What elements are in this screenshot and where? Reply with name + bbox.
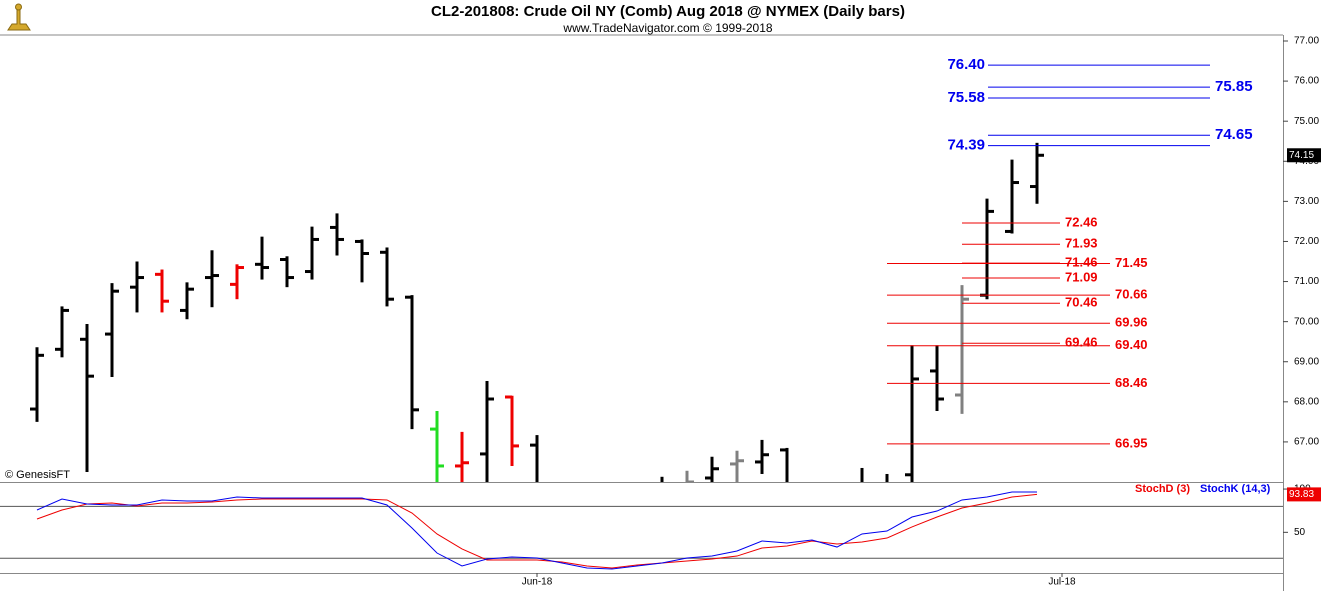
last-value-label: 93.83: [1289, 489, 1314, 500]
level-label: 75.85: [1215, 78, 1253, 95]
x-tick-label: Jun-18: [522, 577, 553, 588]
y-tick-label: 69.00: [1294, 356, 1319, 367]
level-label: 70.46: [1065, 295, 1098, 310]
y-tick-label: 77.00: [1294, 36, 1319, 47]
stoch-line: [36, 493, 1038, 569]
last-price-label: 74.15: [1289, 150, 1314, 161]
level-label: 70.66: [1115, 287, 1148, 302]
level-label: 71.45: [1115, 255, 1148, 270]
legend-entry: StochD (3): [1135, 483, 1190, 495]
level-label: 69.96: [1115, 315, 1148, 330]
chart-subtitle: www.TradeNavigator.com © 1999-2018: [562, 21, 772, 35]
last-price-box: [1287, 148, 1321, 163]
level-label: 69.40: [1115, 337, 1148, 352]
level-label: 74.39: [947, 137, 985, 154]
y-tick-label: 73.00: [1294, 196, 1319, 207]
last-value-box: [1287, 487, 1321, 502]
y-tick-label: 72.00: [1294, 236, 1319, 247]
level-label: 69.46: [1065, 335, 1098, 350]
level-label: 74.65: [1215, 126, 1253, 143]
y-tick-label: 75.00: [1294, 116, 1319, 127]
y-tick-label: 67.00: [1294, 437, 1319, 448]
axes: 67.0068.0069.0070.0071.0072.0073.0074.00…: [522, 36, 1321, 588]
watermark: © GenesisFT: [5, 469, 70, 481]
y-tick-label: 68.00: [1294, 396, 1319, 407]
x-tick-label: Jul-18: [1048, 577, 1076, 588]
y-tick-label: 76.00: [1294, 76, 1319, 87]
level-label: 71.46: [1065, 255, 1098, 270]
level-label: 66.95: [1115, 435, 1148, 450]
level-label: 68.46: [1115, 375, 1148, 390]
y-tick-label: 71.00: [1294, 276, 1319, 287]
y-tick-label: 50: [1294, 527, 1306, 538]
level-label: 71.93: [1065, 236, 1098, 251]
y-tick-label: 70.00: [1294, 316, 1319, 327]
level-label: 72.46: [1065, 214, 1098, 229]
price-panel: 76.40 75.58 74.39 75.85 74.65 72.46 71.93 71.46…: [30, 56, 1253, 482]
stoch-panel: [0, 491, 1283, 570]
chart-title: CL2-201808: Crude Oil NY (Comb) Aug 2018…: [431, 3, 905, 20]
level-label: 75.58: [947, 89, 985, 106]
stoch-line: [36, 491, 1037, 570]
level-label: 76.40: [947, 56, 985, 73]
legend-entry: StochK (14,3): [1200, 483, 1271, 495]
level-label: 71.09: [1065, 269, 1098, 284]
logo: [7, 3, 31, 31]
